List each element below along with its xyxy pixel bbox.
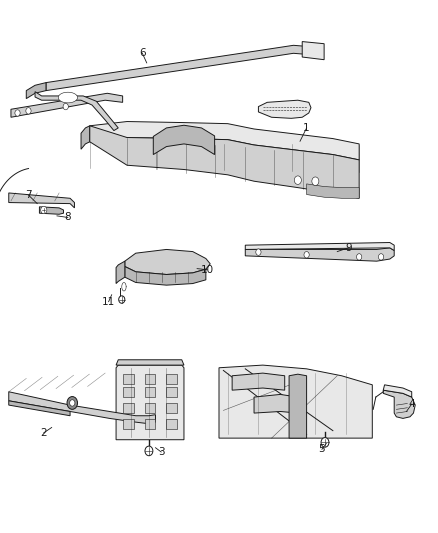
Bar [145, 403, 155, 413]
Polygon shape [26, 83, 46, 99]
Bar [166, 387, 177, 397]
Text: 11: 11 [102, 297, 115, 306]
Text: 9: 9 [345, 243, 352, 253]
Text: 5: 5 [318, 445, 325, 454]
Polygon shape [116, 360, 184, 365]
Polygon shape [307, 184, 359, 198]
Bar [145, 387, 155, 397]
Text: 1: 1 [303, 123, 310, 133]
Polygon shape [254, 394, 298, 413]
Polygon shape [258, 100, 311, 118]
Polygon shape [90, 126, 359, 198]
Circle shape [119, 296, 125, 303]
Bar [166, 403, 177, 413]
Circle shape [294, 176, 301, 184]
Circle shape [63, 103, 68, 110]
Polygon shape [39, 207, 64, 214]
Polygon shape [9, 392, 155, 424]
Polygon shape [383, 385, 412, 397]
Polygon shape [153, 125, 215, 155]
Circle shape [304, 252, 309, 258]
Bar [166, 374, 177, 384]
Polygon shape [35, 92, 118, 131]
Circle shape [312, 177, 319, 185]
Polygon shape [9, 193, 74, 208]
Circle shape [15, 110, 20, 116]
Text: 3: 3 [158, 447, 165, 457]
Text: 8: 8 [64, 213, 71, 222]
Polygon shape [383, 390, 415, 418]
Polygon shape [125, 249, 210, 274]
Polygon shape [245, 248, 394, 261]
Polygon shape [116, 261, 125, 284]
Bar [123, 403, 134, 413]
Circle shape [357, 254, 362, 260]
Polygon shape [219, 365, 372, 438]
Text: 7: 7 [25, 190, 32, 200]
Polygon shape [232, 373, 285, 390]
Bar [123, 419, 134, 429]
Bar [166, 419, 177, 429]
Bar [145, 419, 155, 429]
Polygon shape [116, 365, 184, 440]
Polygon shape [245, 243, 394, 251]
Bar [145, 374, 155, 384]
Circle shape [321, 438, 329, 447]
Bar [123, 374, 134, 384]
Polygon shape [90, 122, 359, 160]
Polygon shape [81, 126, 90, 149]
Polygon shape [46, 45, 307, 91]
Polygon shape [302, 42, 324, 60]
Bar [123, 387, 134, 397]
Circle shape [70, 400, 75, 406]
Text: 2: 2 [40, 428, 47, 438]
Text: 4: 4 [408, 399, 415, 409]
Circle shape [145, 446, 153, 456]
Polygon shape [58, 92, 78, 103]
Polygon shape [289, 374, 307, 438]
Polygon shape [9, 401, 70, 416]
Polygon shape [125, 266, 206, 285]
Circle shape [41, 206, 47, 214]
Polygon shape [11, 93, 123, 117]
Circle shape [256, 249, 261, 255]
Circle shape [67, 397, 78, 409]
Circle shape [26, 108, 31, 114]
Text: 6: 6 [139, 49, 146, 58]
Text: 10: 10 [201, 265, 214, 274]
Circle shape [378, 254, 384, 260]
